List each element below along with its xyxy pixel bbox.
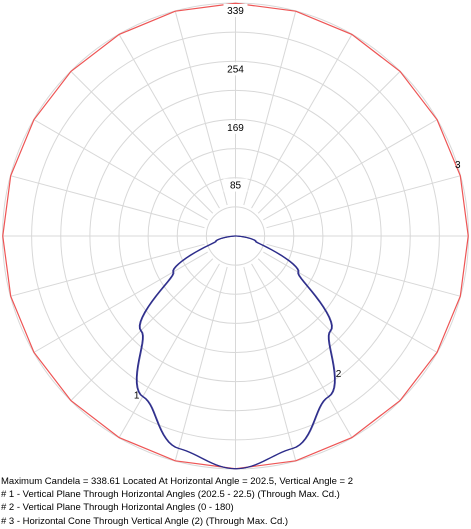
tick-label-bg (223, 62, 248, 76)
grid-spoke (257, 70, 401, 214)
grid-spoke (70, 258, 214, 402)
grid-ring (205, 206, 266, 266)
tick-labels: 85 169 254 339 1 2 3 (134, 4, 461, 402)
grid-spoke (118, 33, 220, 209)
radial-tick-label: 169 (227, 123, 244, 134)
radial-tick-label: 254 (227, 64, 244, 75)
grid-spoke (266, 243, 461, 297)
grid-spoke (263, 119, 438, 221)
grid-spoke (263, 251, 438, 353)
grid-spoke (10, 243, 205, 297)
grid-spoke (174, 266, 228, 462)
polar-grid (2, 2, 469, 470)
tick-label-bg (223, 178, 248, 192)
grid-spoke (33, 251, 208, 353)
grid-spoke (251, 263, 353, 439)
series-2-marker: 2 (336, 369, 342, 380)
legend: Maximum Candela = 338.61 Located At Hori… (1, 475, 471, 528)
grid-spoke (257, 258, 401, 402)
grid-spoke (10, 175, 205, 229)
tick-label-bg (223, 120, 248, 134)
grid-ring (31, 31, 440, 441)
radial-tick-label: 85 (230, 181, 242, 192)
grid-spoke (70, 70, 214, 214)
series-1-marker: 1 (134, 391, 140, 402)
grid-ring (176, 177, 295, 295)
grid-spoke (266, 175, 461, 229)
grid-spoke (243, 10, 297, 206)
tick-label-bg (223, 4, 248, 17)
legend-item-1: # 1 - Vertical Plane Through Horizontal … (1, 489, 340, 501)
grid-ring (147, 148, 324, 324)
series-2-curve (136, 235, 336, 470)
legend-summary: Maximum Candela = 338.61 Located At Hori… (1, 476, 353, 487)
grid-spoke (251, 33, 353, 209)
grid-spoke (174, 10, 228, 206)
grid-spoke (243, 266, 297, 462)
distribution-curves (2, 2, 469, 470)
grid-spoke (33, 119, 208, 221)
grid-ring (60, 60, 411, 412)
grid-ring (89, 89, 382, 383)
series-3-marker: 3 (455, 160, 461, 171)
grid-spoke (118, 263, 220, 439)
legend-item-3: # 3 - Horizontal Cone Through Vertical A… (1, 515, 289, 527)
grid-ring (118, 119, 353, 353)
polar-candela-plot: 85 169 254 339 1 2 3 (2, 2, 469, 470)
radial-tick-label: 339 (227, 6, 244, 17)
legend-item-2: # 2 - Vertical Plane Through Horizontal … (1, 502, 234, 514)
